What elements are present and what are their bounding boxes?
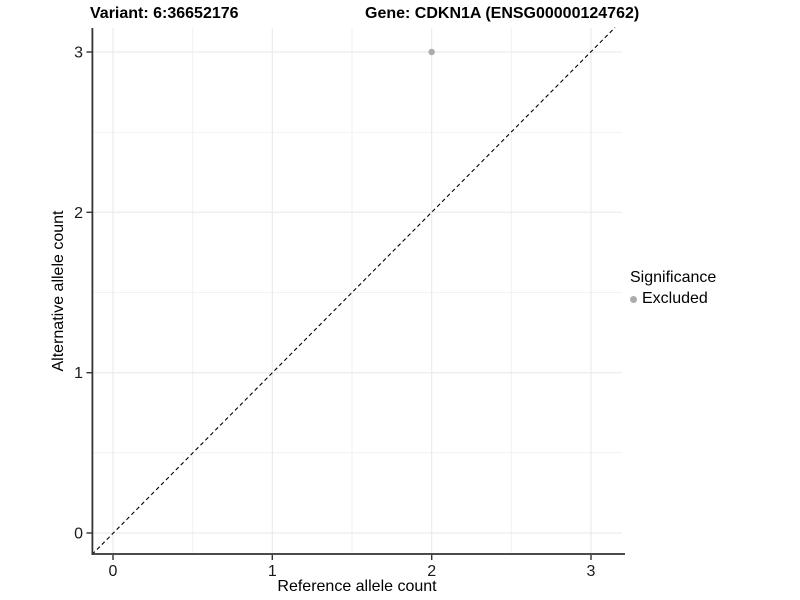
y-tick-2: 2 bbox=[74, 205, 83, 222]
data-point bbox=[428, 48, 435, 56]
legend-item-label: Excluded bbox=[642, 290, 708, 307]
plot-title-variant: Variant: 6:36652176 bbox=[90, 5, 239, 22]
identity-line bbox=[91, 27, 616, 555]
y-tick-3: 3 bbox=[74, 45, 83, 62]
x-axis-title: Reference allele count bbox=[277, 578, 437, 595]
y-axis-title: Alternative allele count bbox=[50, 210, 67, 372]
grid-major bbox=[92, 28, 622, 554]
x-tick-1: 1 bbox=[268, 563, 277, 580]
excluded-point-icon bbox=[630, 295, 637, 303]
grid-minor bbox=[92, 28, 622, 554]
legend-item-excluded: Excluded bbox=[630, 290, 716, 308]
axis-lines bbox=[91, 28, 625, 555]
y-tick-0: 0 bbox=[74, 526, 83, 543]
y-tick-1: 1 bbox=[74, 365, 83, 382]
tick-marks bbox=[86, 51, 592, 560]
y-tick-labels: 0 1 2 3 bbox=[74, 45, 83, 543]
x-tick-labels: 0 1 2 3 bbox=[109, 563, 596, 580]
x-tick-3: 3 bbox=[587, 563, 596, 580]
x-tick-0: 0 bbox=[109, 563, 118, 580]
legend-title: Significance bbox=[630, 269, 717, 286]
legend: Significance Excluded bbox=[630, 269, 716, 308]
x-tick-2: 2 bbox=[427, 563, 436, 580]
plot-title-gene: Gene: CDKN1A (ENSG00000124762) bbox=[365, 5, 640, 22]
